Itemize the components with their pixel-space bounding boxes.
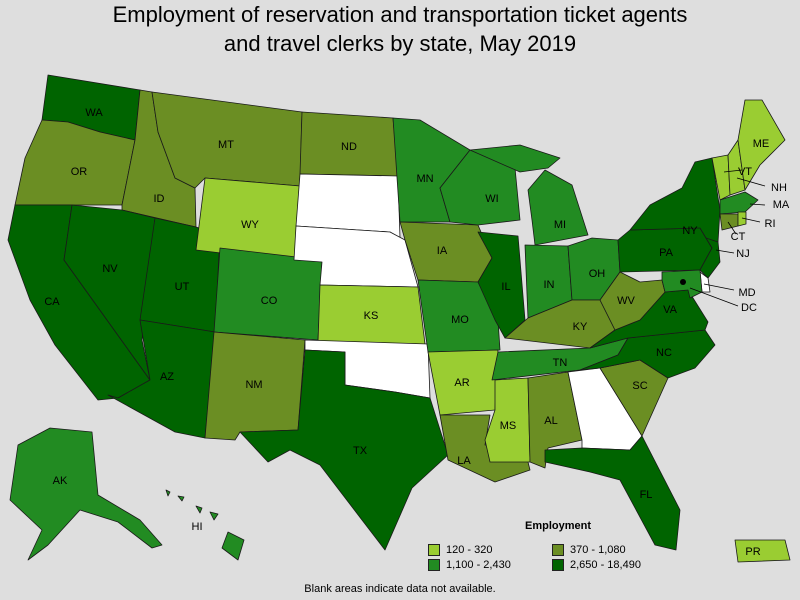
label-tn: TN [553,357,568,369]
state-co[interactable] [213,247,323,341]
label-ia: IA [437,245,448,257]
legend: Employment 120 - 320 370 - 1,080 1,100 -… [428,520,688,571]
label-va: VA [663,304,678,316]
label-al: AL [544,415,557,427]
label-mt: MT [218,139,234,151]
state-mi[interactable] [469,144,589,246]
label-ny: NY [682,225,698,237]
label-nv: NV [102,263,118,275]
label-mn: MN [416,173,433,185]
label-id: ID [154,193,165,205]
legend-item: 1,100 - 2,430 [428,559,552,571]
title-line-1: Employment of reservation and transporta… [112,2,688,27]
label-vt: VT [738,166,752,178]
label-nm: NM [245,379,262,391]
legend-swatch [552,559,564,571]
label-or: OR [71,166,88,178]
label-ut: UT [175,281,190,293]
state-hi[interactable] [165,489,245,561]
label-ks: KS [364,310,379,322]
legend-item: 120 - 320 [428,544,552,556]
label-az: AZ [160,371,174,383]
map-title: Employment of reservation and transporta… [0,0,800,58]
state-il[interactable] [477,231,526,339]
label-hi: HI [192,521,203,533]
label-co: CO [261,295,278,307]
label-pa: PA [659,247,674,259]
legend-label: 2,650 - 18,490 [570,559,641,571]
state-nc[interactable] [579,329,716,379]
label-ky: KY [573,321,588,333]
label-in: IN [544,279,555,291]
label-nj: NJ [736,248,749,260]
label-ct: CT [731,231,746,243]
state-nv[interactable] [63,204,156,381]
label-mi: MI [554,219,566,231]
state-ri[interactable] [737,211,747,227]
label-wi: WI [485,193,498,205]
state-labels: WA OR CA ID NV UT AZ MT WY CO NM ND KS T… [44,107,790,558]
title-line-2: and travel clerks by state, May 2019 [223,31,577,56]
state-ak[interactable] [9,427,163,561]
label-ar: AR [454,377,469,389]
legend-swatch [552,544,564,556]
label-la: LA [457,455,471,467]
label-mo: MO [451,314,469,326]
label-wv: WV [617,295,635,307]
label-nh: NH [771,182,787,194]
footnote: Blank areas indicate data not available. [304,583,496,595]
legend-item: 370 - 1,080 [552,544,688,556]
legend-swatch [428,544,440,556]
legend-items: 120 - 320 370 - 1,080 1,100 - 2,430 2,65… [428,544,688,571]
label-dc: DC [741,302,757,314]
legend-item: 2,650 - 18,490 [552,559,688,571]
label-nd: ND [341,141,357,153]
label-fl: FL [640,489,653,501]
dc-marker [680,279,686,285]
label-tx: TX [353,445,368,457]
label-wy: WY [241,219,259,231]
legend-label: 120 - 320 [446,544,493,556]
label-ma: MA [773,199,790,211]
label-sc: SC [632,380,647,392]
label-ri: RI [765,218,776,230]
label-wa: WA [85,107,103,119]
label-me: ME [753,138,770,150]
legend-swatch [428,559,440,571]
label-il: IL [501,281,510,293]
label-md: MD [738,287,755,299]
callout-lines [689,169,766,307]
state-ct[interactable] [719,213,739,231]
state-fl[interactable] [544,435,681,551]
state-me[interactable] [737,99,786,191]
label-oh: OH [589,268,606,280]
legend-label: 370 - 1,080 [570,544,626,556]
state-mo[interactable] [417,279,501,353]
label-pr: PR [745,546,760,558]
state-tx[interactable] [239,349,449,551]
legend-title: Employment [524,520,591,532]
state-pr[interactable] [734,539,791,563]
label-ak: AK [53,475,68,487]
label-ms: MS [500,420,517,432]
label-nc: NC [656,347,672,359]
state-ma[interactable] [719,191,759,215]
legend-label: 1,100 - 2,430 [446,559,511,571]
label-ca: CA [44,296,60,308]
